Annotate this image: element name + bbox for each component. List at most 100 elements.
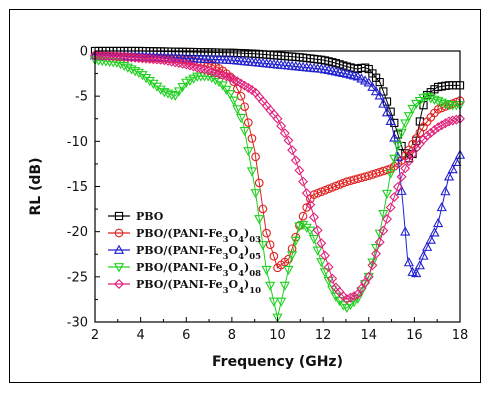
- series-marker: [385, 115, 396, 126]
- series-marker: [323, 262, 334, 273]
- series-marker: [162, 89, 174, 99]
- series-marker: [374, 237, 385, 248]
- series-marker: [217, 81, 228, 91]
- series-marker: [126, 65, 137, 75]
- series-marker: [268, 297, 279, 307]
- series-marker: [418, 134, 429, 145]
- x-tick-label: 10: [269, 328, 286, 343]
- y-tick-label: -25: [67, 270, 88, 285]
- series-marker: [206, 66, 217, 77]
- series-marker: [371, 248, 382, 259]
- series-marker: [407, 149, 418, 159]
- series-marker: [378, 98, 389, 108]
- series-marker: [313, 188, 322, 198]
- series-marker: [122, 52, 133, 63]
- series-marker: [286, 251, 298, 261]
- series-marker: [381, 107, 393, 117]
- series-marker: [316, 258, 327, 268]
- series-marker: [320, 185, 330, 195]
- series-marker: [130, 67, 141, 77]
- series-marker: [436, 98, 447, 108]
- series-marker: [148, 79, 159, 90]
- series-marker: [108, 51, 119, 62]
- series-marker: [152, 54, 163, 65]
- series-marker: [403, 257, 415, 267]
- series-marker: [436, 201, 447, 212]
- series-marker: [111, 58, 123, 68]
- series-marker: [159, 55, 170, 66]
- series-marker: [319, 268, 331, 278]
- series-marker: [349, 291, 360, 302]
- series-marker: [166, 56, 177, 67]
- series-marker: [122, 63, 133, 73]
- x-tick-label: 18: [452, 328, 469, 343]
- series-marker: [429, 95, 440, 105]
- series-marker: [319, 250, 330, 261]
- series-marker: [378, 225, 389, 236]
- legend-entry: PBO/(PANI-Fe3O4)10: [136, 278, 261, 296]
- series-marker: [141, 53, 152, 64]
- series-marker: [290, 236, 301, 247]
- series-marker: [269, 251, 279, 261]
- series-marker: [305, 226, 316, 236]
- y-tick-label: 0: [80, 45, 88, 60]
- series-marker: [414, 260, 425, 270]
- series-marker: [389, 192, 400, 202]
- series-marker: [177, 83, 188, 93]
- series-marker: [151, 82, 163, 92]
- series-marker: [298, 176, 309, 187]
- series-marker: [392, 181, 403, 192]
- series-marker: [214, 69, 225, 80]
- series-marker: [392, 151, 404, 161]
- series-marker: [243, 147, 254, 157]
- series-marker: [375, 77, 384, 87]
- series-marker: [440, 186, 451, 196]
- series-marker: [232, 105, 243, 115]
- series-marker: [119, 51, 130, 62]
- legend-marker: [114, 279, 124, 289]
- series-marker: [436, 120, 447, 131]
- series-marker: [308, 234, 320, 245]
- x-axis-label: Frequency (GHz): [212, 354, 343, 370]
- series-marker: [403, 156, 414, 167]
- series-marker: [203, 65, 214, 76]
- series-marker: [246, 167, 258, 177]
- series-marker: [327, 273, 338, 284]
- series-marker: [432, 217, 444, 228]
- series-marker: [425, 127, 436, 138]
- series-marker: [224, 90, 236, 100]
- series-marker: [396, 171, 407, 182]
- series-marker: [370, 85, 382, 96]
- series-marker: [298, 211, 308, 221]
- series-marker: [177, 58, 188, 69]
- series-marker: [221, 71, 232, 82]
- series-marker: [104, 51, 115, 62]
- x-tick-label: 16: [406, 328, 423, 343]
- series-marker: [367, 81, 378, 91]
- series-marker: [170, 91, 181, 101]
- y-tick-label: -30: [67, 316, 88, 331]
- y-tick-label: -20: [67, 225, 88, 240]
- series-2: [89, 50, 466, 279]
- series-marker: [159, 88, 170, 98]
- series-marker: [155, 85, 166, 95]
- series-marker: [440, 118, 451, 129]
- series-marker: [111, 51, 122, 62]
- series-marker: [389, 132, 400, 142]
- figure-frame: [9, 9, 481, 383]
- series-marker: [276, 297, 287, 307]
- y-tick-label: -5: [75, 90, 88, 105]
- series-marker: [400, 119, 411, 129]
- series-marker: [363, 77, 374, 87]
- legend: PBOPBO/(PANI-Fe3O4)03PBO/(PANI-Fe3O4)05P…: [108, 210, 261, 296]
- series-marker: [367, 260, 378, 271]
- series-marker: [451, 156, 462, 167]
- series-marker: [144, 53, 155, 64]
- legend-entry: PBO/(PANI-Fe3O4)05: [136, 244, 261, 262]
- series-marker: [451, 114, 462, 125]
- series-marker: [133, 68, 144, 79]
- series-marker: [290, 155, 301, 166]
- series-marker: [217, 70, 228, 81]
- series-marker: [301, 223, 312, 234]
